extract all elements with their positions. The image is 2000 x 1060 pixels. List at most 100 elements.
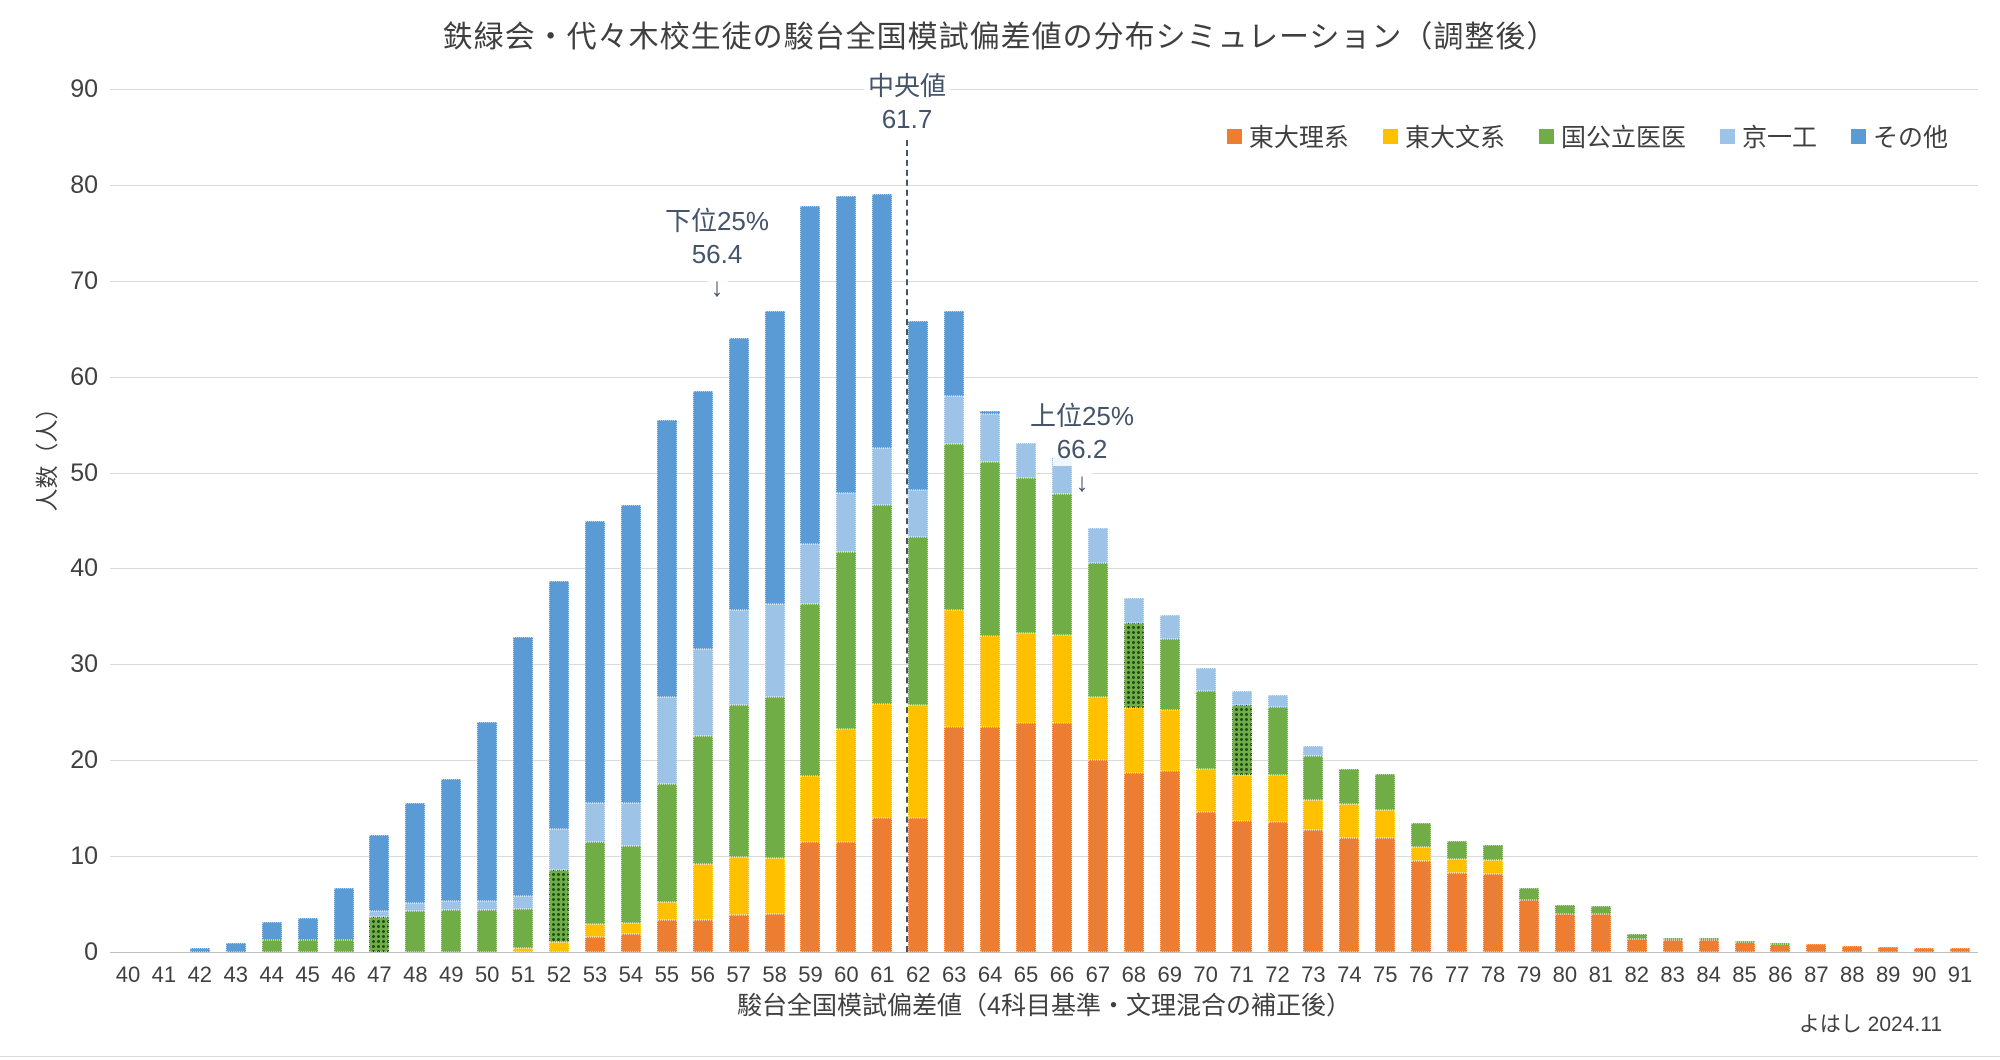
bar-segment	[908, 817, 928, 952]
x-tick-label: 56	[690, 962, 715, 987]
x-tick-label: 58	[762, 962, 787, 987]
bar-segment	[1196, 768, 1216, 812]
bar-segment	[585, 841, 605, 925]
upper-quartile-arrow-icon: ↓	[1071, 466, 1093, 499]
bar-segment	[369, 910, 389, 918]
legend-label: その他	[1872, 124, 1948, 152]
bar-segment	[729, 338, 749, 610]
bar-segment	[621, 923, 641, 934]
bar-segment	[765, 310, 785, 604]
x-tick-label: 61	[870, 962, 895, 987]
bar-segment	[1016, 722, 1036, 952]
bar-segment	[334, 939, 354, 952]
x-tick-label: 43	[223, 962, 248, 987]
upper-quartile-label: 上位25%	[1025, 400, 1139, 433]
x-tick-label: 90	[1911, 962, 1937, 987]
bar-segment	[1735, 941, 1755, 944]
bar-segment	[1303, 756, 1323, 801]
x-tick-label: 75	[1373, 962, 1398, 987]
bar-segment	[1627, 938, 1647, 952]
bar-segment	[477, 721, 497, 902]
bar-segment	[1016, 442, 1036, 479]
gridline	[110, 89, 1978, 90]
bar-segment	[621, 933, 641, 952]
bar-segment	[477, 901, 497, 910]
x-axis-title: 駿台全国模試偏差値（4科目基準・文理混合の補正後）	[737, 992, 1351, 1020]
bar-segment	[585, 924, 605, 937]
upper-quartile-value: 66.2	[1052, 433, 1112, 466]
bar-segment	[657, 696, 677, 785]
legend-swatch-icon	[1226, 128, 1242, 144]
bar-segment	[1735, 942, 1755, 952]
bar-segment	[334, 887, 354, 940]
bar-segment	[1878, 947, 1898, 952]
bar-segment	[1806, 944, 1826, 952]
median-value: 61.7	[877, 103, 937, 136]
bar-segment	[549, 580, 569, 830]
x-tick-label: 79	[1516, 962, 1542, 987]
bar-segment	[729, 914, 749, 952]
bar-segment	[1339, 804, 1359, 838]
legend-item: 京一工	[1719, 118, 1817, 154]
bar-segment	[1770, 944, 1790, 952]
legend-item: 東大文系	[1382, 118, 1505, 154]
legend-label: 京一工	[1741, 124, 1817, 152]
legend-label: 東大文系	[1404, 124, 1505, 152]
x-tick-label: 47	[367, 962, 392, 987]
x-tick-label: 83	[1660, 962, 1685, 987]
bar-segment	[1052, 722, 1072, 952]
bar-segment	[765, 696, 785, 858]
bar-segment	[1375, 837, 1395, 952]
x-tick-label: 68	[1121, 962, 1147, 987]
bar-segment	[657, 784, 677, 903]
bar-segment	[944, 395, 964, 444]
bar-segment	[1411, 846, 1431, 861]
bar-segment	[908, 321, 928, 490]
bar-segment	[1052, 493, 1072, 635]
y-tick-label: 20	[70, 746, 98, 774]
lower-quartile-value: 56.4	[687, 238, 747, 271]
bar-segment	[980, 462, 1000, 636]
bar-segment	[1196, 812, 1216, 952]
gridline	[110, 760, 1978, 761]
bar-segment	[872, 703, 892, 818]
bar-segment	[872, 505, 892, 704]
bar-segment	[765, 858, 785, 914]
bar-segment	[800, 205, 820, 544]
bar-segment	[693, 736, 713, 864]
gridline	[110, 568, 1978, 569]
bar-segment	[1303, 745, 1323, 757]
bar-segment	[944, 311, 964, 396]
bar-segment	[908, 704, 928, 818]
x-tick-label: 52	[546, 962, 572, 987]
x-tick-label: 63	[941, 962, 967, 987]
bar-segment	[800, 841, 820, 952]
gridline	[110, 856, 1978, 857]
bar-segment	[872, 817, 892, 952]
bar-segment	[1232, 774, 1252, 821]
x-tick-label: 87	[1804, 962, 1829, 987]
bar-segment	[549, 829, 569, 870]
bar-segment	[1519, 900, 1539, 952]
x-tick-label: 42	[187, 962, 213, 987]
bar-segment	[1160, 710, 1180, 771]
x-tick-label: 54	[618, 962, 644, 987]
bar-segment	[1483, 844, 1503, 860]
bar-segment	[872, 447, 892, 506]
bar-segment	[729, 857, 749, 915]
bar-segment	[1124, 772, 1144, 952]
y-tick-label: 60	[70, 363, 98, 391]
bar-segment	[980, 414, 1000, 462]
bar-segment	[800, 543, 820, 604]
x-tick-label: 72	[1265, 962, 1290, 987]
bar-segment	[262, 922, 282, 941]
x-tick-label: 59	[798, 962, 823, 987]
median-label: 中央値	[863, 70, 951, 103]
bar-segment	[836, 492, 856, 553]
bar-segment	[1016, 632, 1036, 723]
x-tick-label: 49	[439, 962, 464, 987]
x-tick-label: 78	[1480, 962, 1506, 987]
x-tick-label: 46	[331, 962, 356, 987]
